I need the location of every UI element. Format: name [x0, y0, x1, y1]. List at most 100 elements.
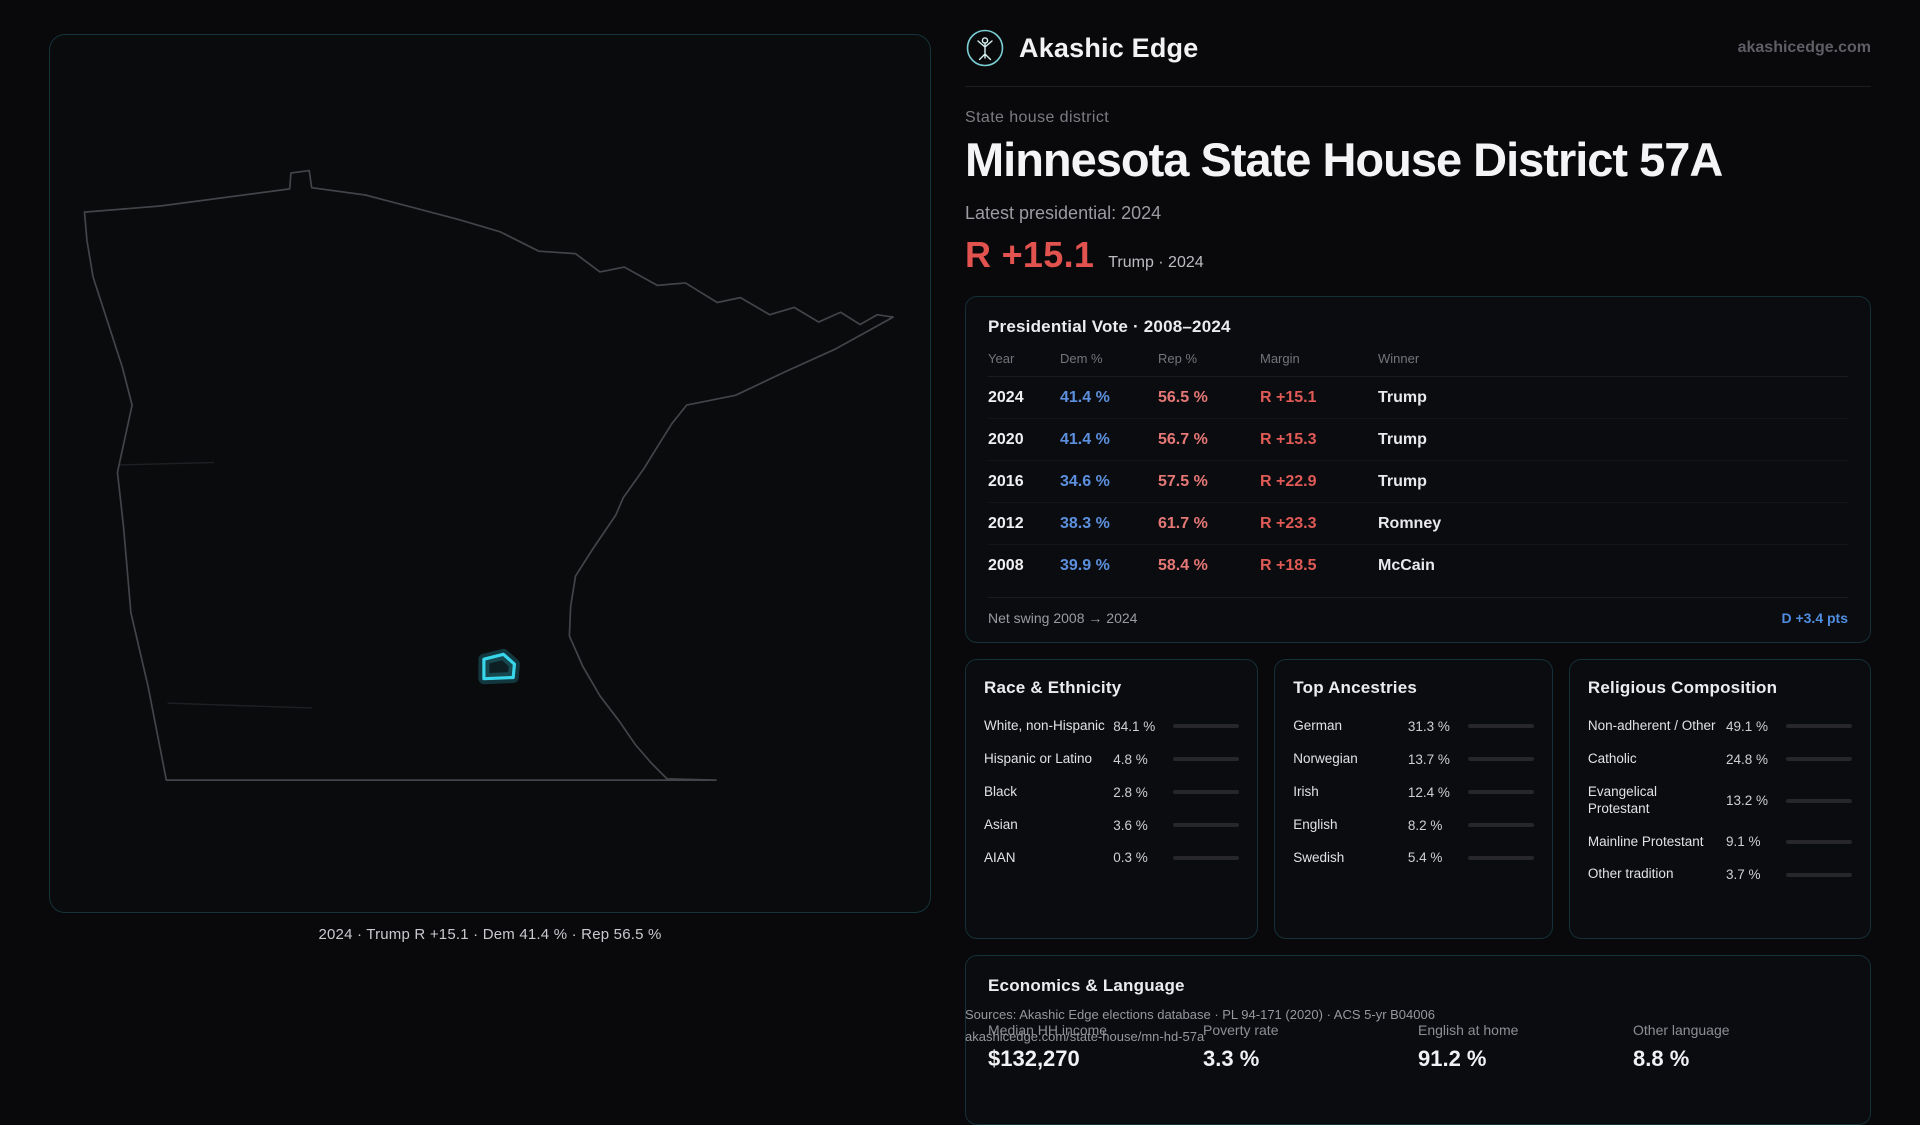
stat-value: 4.8 % — [1113, 751, 1148, 767]
winner-cell: Trump — [1378, 430, 1427, 448]
dem-cell: 34.6 % — [1060, 472, 1110, 490]
stat-label: White, non-Hispanic — [984, 718, 1105, 734]
brand-name: Akashic Edge — [1019, 32, 1199, 63]
list-item: Norwegian 13.7 % — [1293, 743, 1534, 776]
table-row: 2012 38.3 % 61.7 % R +23.3 Romney — [988, 503, 1848, 546]
stat-bar — [1173, 724, 1240, 729]
stat-value: 9.1 % — [1725, 834, 1761, 850]
ancestries-stat-list: German 31.3 % Norwegian 13.7 % Irish 12.… — [1293, 710, 1534, 874]
stat-value: 3.6 % — [1113, 817, 1148, 833]
econ-stat: Other language 8.8 % — [1633, 1022, 1848, 1072]
district-shape — [482, 652, 517, 681]
col-dem: Dem % — [1060, 351, 1103, 367]
margin-cell: R +15.1 — [1260, 388, 1317, 406]
list-item: White, non-Hispanic 84.1 % — [984, 710, 1240, 743]
margin-cell: R +22.9 — [1260, 472, 1317, 490]
table-row: 2008 39.9 % 58.4 % R +18.5 McCain — [988, 545, 1848, 587]
sources-footer: Sources: Akashic Edge elections database… — [965, 1004, 1435, 1048]
stat-label: Evangelical Protestant — [1587, 783, 1657, 816]
race-ethnicity-card: Race & Ethnicity White, non-Hispanic 84.… — [965, 659, 1259, 940]
presidential-card-title: Presidential Vote · 2008–2024 — [988, 317, 1231, 337]
headline-margin-row: R +15.1 Trump · 2024 — [965, 234, 1871, 276]
rep-cell: 57.5 % — [1158, 472, 1208, 490]
list-item: English 8.2 % — [1293, 809, 1534, 842]
stat-value: 31.3 % — [1407, 718, 1450, 734]
stat-bar — [1173, 855, 1240, 860]
col-winner: Winner — [1378, 351, 1420, 367]
minnesota-map — [83, 169, 894, 781]
econ-stat-label: Poverty rate — [1203, 1022, 1279, 1039]
stat-value: 84.1 % — [1113, 718, 1156, 734]
winner-cell: Trump — [1378, 388, 1427, 406]
list-item: Black 2.8 % — [984, 776, 1240, 809]
margin-cell: R +15.3 — [1260, 430, 1317, 448]
table-row: 2016 34.6 % 57.5 % R +22.9 Trump — [988, 461, 1848, 504]
list-item: AIAN 0.3 % — [984, 842, 1240, 875]
stat-label: Non-adherent / Other — [1587, 718, 1716, 734]
rep-cell: 56.5 % — [1158, 388, 1208, 406]
net-swing-value: D +3.4 pts — [1781, 610, 1848, 627]
table-row: 2020 41.4 % 56.7 % R +15.3 Trump — [988, 419, 1848, 462]
table-row: 2024 41.4 % 56.5 % R +15.1 Trump — [988, 377, 1848, 420]
stat-value: 8.2 % — [1407, 817, 1443, 833]
stat-value: 24.8 % — [1725, 751, 1769, 767]
religion-card-title: Religious Composition — [1587, 678, 1778, 698]
minnesota-outline — [83, 169, 894, 781]
list-item: Hispanic or Latino 4.8 % — [984, 743, 1240, 776]
margin-cell: R +23.3 — [1260, 514, 1317, 532]
economics-stats: Median HH income $132,270 Poverty rate 3… — [988, 1022, 1848, 1072]
latest-presidential-label: Latest presidential: 2024 — [965, 203, 1162, 224]
stat-value: 49.1 % — [1725, 718, 1769, 734]
stat-label: Black — [984, 783, 1018, 799]
list-item: Asian 3.6 % — [984, 809, 1240, 842]
econ-stat-value: 3.3 % — [1203, 1046, 1260, 1072]
stat-value: 12.4 % — [1407, 784, 1450, 800]
dem-cell: 41.4 % — [1060, 388, 1110, 406]
ancestries-card: Top Ancestries German 31.3 % Norwegian 1… — [1274, 659, 1553, 940]
list-item: German 31.3 % — [1293, 710, 1534, 743]
stat-value: 5.4 % — [1407, 850, 1443, 866]
stat-value: 0.3 % — [1113, 850, 1148, 866]
stat-label: German — [1293, 718, 1343, 734]
list-item: Irish 12.4 % — [1293, 776, 1534, 809]
stat-label: Irish — [1293, 783, 1319, 799]
presidential-table: Year Dem % Rep % Margin Winner 2024 41.4… — [988, 351, 1848, 587]
presidential-vote-card: Presidential Vote · 2008–2024 Year Dem %… — [965, 296, 1871, 644]
stat-bar — [1173, 790, 1240, 795]
econ-stat-value: 91.2 % — [1418, 1046, 1487, 1072]
stat-value: 13.7 % — [1407, 751, 1450, 767]
stat-value: 3.7 % — [1725, 867, 1761, 883]
year-cell: 2016 — [988, 472, 1024, 490]
stat-label: Swedish — [1293, 849, 1345, 865]
stat-label: Mainline Protestant — [1587, 833, 1704, 849]
stat-label: Asian — [984, 816, 1018, 832]
race-card-title: Race & Ethnicity — [984, 678, 1122, 698]
stat-label: Hispanic or Latino — [984, 750, 1093, 766]
stat-label: Catholic — [1587, 750, 1637, 766]
sources-line: Sources: Akashic Edge elections database… — [965, 1007, 1435, 1022]
map-panel — [49, 34, 931, 913]
stat-bar — [1785, 724, 1852, 729]
county-line — [118, 461, 214, 466]
winner-cell: Trump — [1378, 472, 1427, 490]
stat-bar — [1467, 724, 1534, 729]
winner-cell: Romney — [1378, 514, 1442, 532]
stat-label: Norwegian — [1293, 750, 1358, 766]
list-item: Mainline Protestant 9.1 % — [1588, 826, 1852, 859]
year-cell: 2024 — [988, 388, 1024, 406]
county-line — [167, 702, 312, 709]
net-swing-label: Net swing 2008 → 2024 — [988, 610, 1138, 627]
table-header-row: Year Dem % Rep % Margin Winner — [988, 351, 1848, 378]
margin-cell: R +18.5 — [1260, 557, 1317, 575]
stat-label: AIAN — [984, 849, 1016, 865]
map-caption: 2024 · Trump R +15.1 · Dem 41.4 % · Rep … — [318, 926, 662, 943]
stat-value: 2.8 % — [1113, 784, 1148, 800]
econ-stat-value: 8.8 % — [1633, 1046, 1690, 1072]
list-item: Swedish 5.4 % — [1293, 842, 1534, 875]
stat-label: Other tradition — [1587, 866, 1674, 882]
headline-margin-note: Trump · 2024 — [1108, 254, 1204, 272]
religion-card: Religious Composition Non-adherent / Oth… — [1568, 659, 1871, 940]
rep-cell: 61.7 % — [1158, 514, 1208, 532]
rep-cell: 56.7 % — [1158, 430, 1208, 448]
dem-cell: 39.9 % — [1060, 557, 1110, 575]
